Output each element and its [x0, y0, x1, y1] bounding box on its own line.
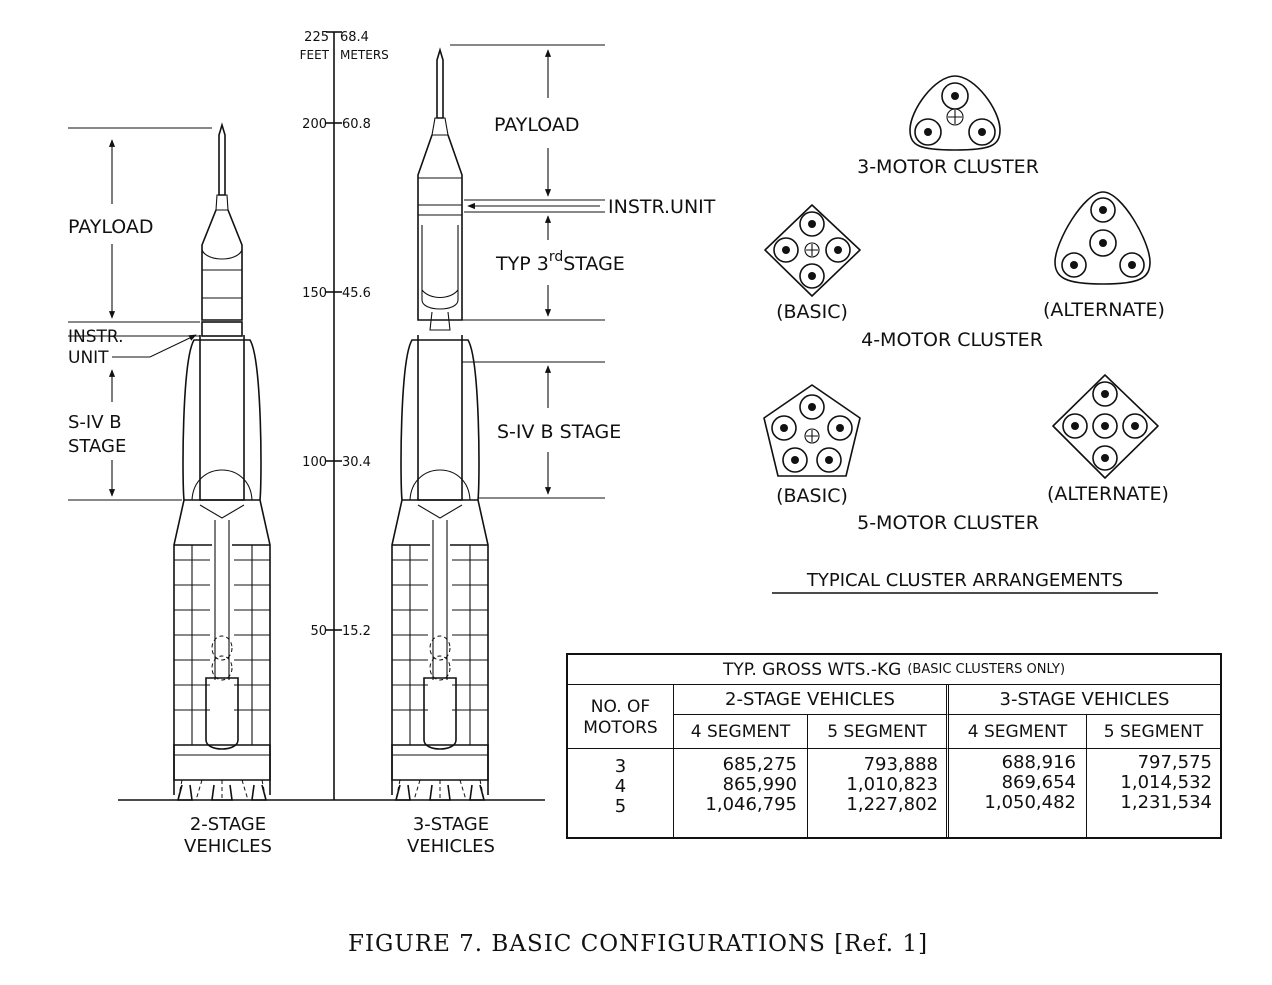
- scale-tick-feet: 150: [302, 286, 327, 301]
- scale-unit-meters: METERS: [340, 48, 389, 62]
- table-cell: 1,227,802: [846, 794, 938, 815]
- sub-header-3stage-4seg: 4 SEGMENT: [949, 715, 1087, 749]
- scale-tick-meters: 30.4: [342, 455, 371, 470]
- left-stage-label-2: STAGE: [68, 436, 126, 457]
- right-dimensions: PAYLOAD INSTR.UNIT TYP 3rdSTAGE S-IV B S…: [407, 44, 716, 857]
- group-3stage-header: 3-STAGE VEHICLES: [949, 685, 1220, 715]
- right-payload-label: PAYLOAD: [494, 114, 580, 136]
- table-cell: 1,014,532: [1120, 772, 1212, 793]
- table-cell: 797,575: [1137, 752, 1212, 773]
- scale-tick-meters: 15.2: [342, 624, 371, 639]
- left-instr-label: INSTR.: [68, 327, 124, 347]
- five-motor-alternate-label: (ALTERNATE): [1047, 483, 1169, 505]
- motors-header-line: MOTORS: [583, 718, 658, 738]
- table-cell: 1,046,795: [705, 794, 797, 815]
- right-vehicle-caption-2: VEHICLES: [407, 836, 495, 857]
- col-2stage-4seg: 685,275 865,990 1,046,795: [674, 749, 808, 837]
- four-motor-alternate-label: (ALTERNATE): [1043, 299, 1165, 321]
- height-scale: 225 68.4 FEET METERS 200 60.8 150 45.6 1…: [300, 30, 389, 800]
- left-vehicle-caption: 2-STAGE: [190, 814, 266, 835]
- right-vehicle-caption: 3-STAGE: [413, 814, 489, 835]
- scale-tick-meters: 60.8: [342, 117, 371, 132]
- table-cell: 1,010,823: [846, 774, 938, 795]
- five-motor-basic-label: (BASIC): [776, 485, 848, 507]
- four-motor-label: 4-MOTOR CLUSTER: [861, 329, 1043, 351]
- table-cell: 4: [614, 776, 627, 797]
- five-motor-label: 5-MOTOR CLUSTER: [857, 512, 1039, 534]
- two-stage-vehicle: [173, 122, 271, 801]
- table-title-row: TYP. GROSS WTS.-KG (BASIC CLUSTERS ONLY): [568, 655, 1220, 685]
- table-cell: 5: [614, 796, 627, 817]
- cluster-arrangements-heading: TYPICAL CLUSTER ARRANGEMENTS: [806, 570, 1123, 591]
- sub-header-2stage-5seg: 5 SEGMENT: [808, 715, 949, 749]
- right-stage-label: S-IV B STAGE: [497, 421, 621, 443]
- table-cell: 3: [614, 756, 627, 777]
- scale-top-feet: 225: [304, 30, 329, 45]
- right-instr-label: INSTR.UNIT: [608, 196, 716, 218]
- four-motor-alternate-cluster: [1054, 191, 1151, 285]
- table-title: TYP. GROSS WTS.-KG: [722, 659, 902, 680]
- table-title-note: (BASIC CLUSTERS ONLY): [907, 662, 1066, 677]
- scale-tick-feet: 50: [310, 624, 327, 639]
- figure-caption: FIGURE 7. BASIC CONFIGURATIONS [Ref. 1]: [348, 931, 928, 957]
- scale-top-meters: 68.4: [340, 30, 369, 45]
- motors-header: NO. OF MOTORS: [568, 685, 674, 749]
- col-3stage-5seg: 797,575 1,014,532 1,231,534: [1087, 749, 1220, 837]
- table-cell: 1,050,482: [984, 792, 1076, 813]
- scale-tick-feet: 100: [302, 455, 327, 470]
- five-motor-basic-cluster: [763, 384, 861, 477]
- group-2stage-header: 2-STAGE VEHICLES: [674, 685, 949, 715]
- three-motor-label: 3-MOTOR CLUSTER: [857, 156, 1039, 178]
- motors-header-line: NO. OF: [590, 697, 651, 717]
- left-stage-label: S-IV B: [68, 412, 122, 433]
- gross-weights-table: TYP. GROSS WTS.-KG (BASIC CLUSTERS ONLY)…: [566, 653, 1222, 839]
- left-payload-label: PAYLOAD: [68, 216, 154, 238]
- motors-column: 3 4 5: [568, 749, 674, 837]
- col-3stage-4seg: 688,916 869,654 1,050,482: [949, 749, 1087, 837]
- table-cell: 688,916: [1001, 752, 1076, 773]
- left-vehicle-caption-2: VEHICLES: [184, 836, 272, 857]
- four-motor-basic-label: (BASIC): [776, 301, 848, 323]
- scale-tick-meters: 45.6: [342, 286, 371, 301]
- scale-tick-feet: 200: [302, 117, 327, 132]
- scale-unit-feet: FEET: [300, 48, 330, 62]
- table-cell: 869,654: [1001, 772, 1076, 793]
- sub-header-3stage-5seg: 5 SEGMENT: [1087, 715, 1220, 749]
- sub-header-2stage-4seg: 4 SEGMENT: [674, 715, 808, 749]
- five-motor-alternate-cluster: [1052, 374, 1159, 479]
- three-stage-vehicle: [391, 47, 489, 801]
- table-cell: 865,990: [722, 774, 797, 795]
- table-cell: 1,231,534: [1120, 792, 1212, 813]
- table-cell: 685,275: [722, 754, 797, 775]
- col-2stage-5seg: 793,888 1,010,823 1,227,802: [808, 749, 949, 837]
- left-unit-label: UNIT: [68, 348, 109, 368]
- left-dimensions: PAYLOAD INSTR. UNIT S-IV B STAGE 2-STAGE…: [68, 127, 272, 857]
- three-motor-cluster: [909, 75, 1001, 151]
- four-motor-basic-cluster: [764, 204, 861, 297]
- table-cell: 793,888: [863, 754, 938, 775]
- third-stage-label: TYP 3rdSTAGE: [495, 249, 625, 275]
